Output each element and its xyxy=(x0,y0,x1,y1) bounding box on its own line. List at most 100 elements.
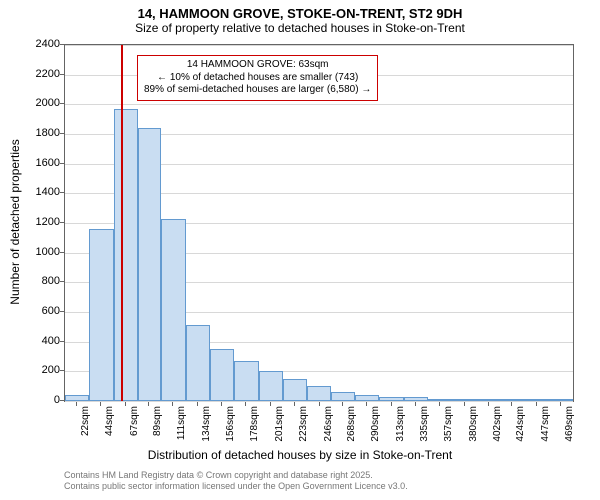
annotation-box: 14 HAMMOON GROVE: 63sqm← 10% of detached… xyxy=(137,55,378,101)
x-tick-label: 447sqm xyxy=(540,406,551,456)
histogram-bar xyxy=(355,395,379,401)
y-tick-label: 1400 xyxy=(26,186,60,198)
x-tick-mark xyxy=(560,402,561,406)
y-tick-mark xyxy=(60,222,64,223)
x-tick-mark xyxy=(245,402,246,406)
y-tick-mark xyxy=(60,133,64,134)
x-tick-mark xyxy=(319,402,320,406)
y-tick-label: 0 xyxy=(26,394,60,406)
histogram-bar xyxy=(65,395,89,401)
x-tick-mark xyxy=(464,402,465,406)
x-tick-label: 268sqm xyxy=(346,406,357,456)
chart-title-main: 14, HAMMOON GROVE, STOKE-ON-TRENT, ST2 9… xyxy=(0,0,600,21)
x-tick-mark xyxy=(100,402,101,406)
y-tick-label: 800 xyxy=(26,275,60,287)
histogram-bar xyxy=(477,399,501,401)
x-tick-label: 156sqm xyxy=(225,406,236,456)
y-axis-label: Number of detached properties xyxy=(8,57,22,222)
x-tick-label: 201sqm xyxy=(274,406,285,456)
histogram-bar xyxy=(428,399,452,401)
footer-line-1: Contains HM Land Registry data © Crown c… xyxy=(64,470,408,481)
histogram-bar xyxy=(114,109,138,401)
y-tick-label: 2200 xyxy=(26,68,60,80)
x-tick-mark xyxy=(439,402,440,406)
y-tick-label: 400 xyxy=(26,335,60,347)
x-tick-label: 89sqm xyxy=(152,406,163,456)
grid-line xyxy=(65,104,573,105)
y-tick-mark xyxy=(60,74,64,75)
x-tick-mark xyxy=(342,402,343,406)
histogram-bar xyxy=(549,399,573,401)
histogram-bar xyxy=(161,219,186,401)
x-tick-label: 380sqm xyxy=(468,406,479,456)
chart-footer: Contains HM Land Registry data © Crown c… xyxy=(64,470,408,492)
x-tick-label: 134sqm xyxy=(201,406,212,456)
x-tick-label: 290sqm xyxy=(370,406,381,456)
x-tick-mark xyxy=(415,402,416,406)
x-tick-mark xyxy=(197,402,198,406)
histogram-bar xyxy=(379,397,404,401)
x-tick-label: 469sqm xyxy=(564,406,575,456)
x-tick-mark xyxy=(270,402,271,406)
y-tick-mark xyxy=(60,163,64,164)
y-tick-label: 1800 xyxy=(26,127,60,139)
y-tick-mark xyxy=(60,400,64,401)
x-tick-label: 111sqm xyxy=(176,406,187,456)
histogram-bar xyxy=(404,397,428,401)
annotation-line-2: ← 10% of detached houses are smaller (74… xyxy=(144,72,371,85)
histogram-bar xyxy=(524,399,549,401)
x-tick-mark xyxy=(125,402,126,406)
histogram-bar xyxy=(331,392,355,401)
y-tick-mark xyxy=(60,281,64,282)
x-tick-label: 178sqm xyxy=(249,406,260,456)
histogram-bar xyxy=(210,349,234,401)
y-tick-mark xyxy=(60,103,64,104)
x-tick-label: 402sqm xyxy=(492,406,503,456)
grid-line xyxy=(65,45,573,46)
x-tick-label: 44sqm xyxy=(104,406,115,456)
y-tick-label: 2000 xyxy=(26,97,60,109)
histogram-bar xyxy=(500,399,524,401)
histogram-bar xyxy=(89,229,114,401)
x-tick-label: 357sqm xyxy=(443,406,454,456)
y-tick-mark xyxy=(60,192,64,193)
x-tick-mark xyxy=(536,402,537,406)
y-tick-mark xyxy=(60,44,64,45)
y-tick-mark xyxy=(60,370,64,371)
histogram-bar xyxy=(259,371,283,401)
x-tick-mark xyxy=(366,402,367,406)
y-tick-mark xyxy=(60,341,64,342)
y-tick-label: 2400 xyxy=(26,38,60,50)
footer-line-2: Contains public sector information licen… xyxy=(64,481,408,492)
histogram-bar xyxy=(283,379,307,401)
plot-area: 14 HAMMOON GROVE: 63sqm← 10% of detached… xyxy=(64,44,574,402)
x-tick-label: 313sqm xyxy=(395,406,406,456)
y-tick-mark xyxy=(60,311,64,312)
x-tick-label: 223sqm xyxy=(298,406,309,456)
marker-line xyxy=(121,45,123,401)
x-tick-label: 424sqm xyxy=(515,406,526,456)
x-tick-label: 246sqm xyxy=(323,406,334,456)
y-tick-label: 600 xyxy=(26,305,60,317)
histogram-bar xyxy=(186,325,210,401)
y-tick-label: 1000 xyxy=(26,246,60,258)
x-tick-mark xyxy=(76,402,77,406)
x-tick-mark xyxy=(488,402,489,406)
x-tick-mark xyxy=(294,402,295,406)
x-tick-label: 335sqm xyxy=(419,406,430,456)
annotation-line-1: 14 HAMMOON GROVE: 63sqm xyxy=(144,59,371,72)
chart-container: 14, HAMMOON GROVE, STOKE-ON-TRENT, ST2 9… xyxy=(0,0,600,500)
x-tick-mark xyxy=(391,402,392,406)
histogram-bar xyxy=(307,386,332,401)
x-tick-mark xyxy=(172,402,173,406)
x-tick-mark xyxy=(511,402,512,406)
y-tick-mark xyxy=(60,252,64,253)
y-tick-label: 1200 xyxy=(26,216,60,228)
x-tick-label: 22sqm xyxy=(80,406,91,456)
y-tick-label: 200 xyxy=(26,364,60,376)
x-tick-label: 67sqm xyxy=(129,406,140,456)
histogram-bar xyxy=(452,399,477,401)
x-tick-mark xyxy=(221,402,222,406)
y-tick-label: 1600 xyxy=(26,157,60,169)
x-tick-mark xyxy=(148,402,149,406)
